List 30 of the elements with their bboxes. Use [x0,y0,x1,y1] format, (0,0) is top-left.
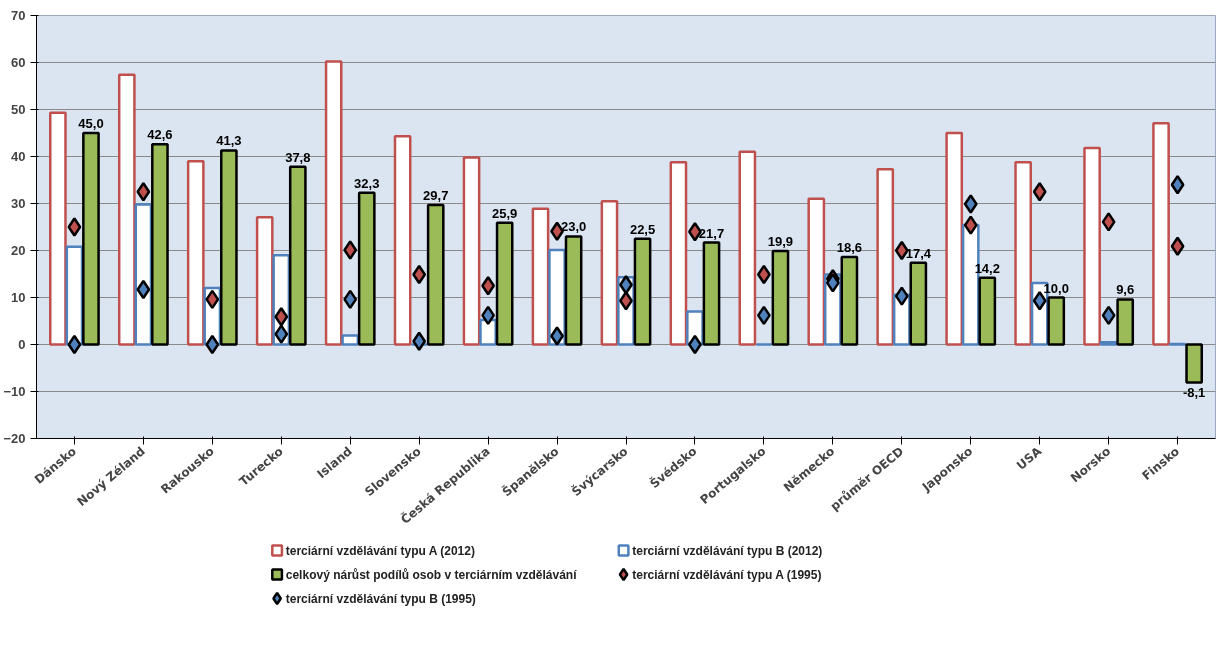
data-label: 9,6 [1116,282,1135,298]
data-label: 37,8 [285,149,311,165]
data-label: 32,3 [354,175,380,191]
y-tick-label: 50 [11,102,26,117]
data-label: 41,3 [216,133,242,149]
y-tick-label: 40 [11,149,26,164]
data-label: -8,1 [1182,384,1206,400]
y-tick-label: 60 [11,55,26,70]
data-label: 25,9 [492,205,518,221]
y-tick-label: 30 [11,196,26,211]
y-tick-label: 70 [11,8,26,23]
data-label: 21,7 [698,225,725,241]
legend-label: terciární vzdělávání typu A (1995) [632,567,822,582]
legend-label: terciární vzdělávání typu A (2012) [285,543,475,558]
data-label: 19,9 [767,233,794,249]
data-label: 23,0 [560,219,587,235]
y-tick-label: 20 [11,243,26,258]
y-tick-label: −10 [3,384,26,399]
data-label: 22,5 [629,221,656,237]
legend-label: celkový nárůst podílů osob v terciárním vzdělávání [285,567,578,582]
legend-label: terciární vzdělávání typu B (1995) [285,591,476,606]
data-label: 17,4 [905,245,932,261]
y-tick-label: −20 [3,431,26,446]
data-label: 42,6 [147,127,173,143]
data-label: 45,0 [78,116,104,131]
data-label: 29,7 [423,187,449,203]
data-label: 18,6 [836,240,863,256]
legend-label: terciární vzdělávání typu B (2012) [632,543,823,558]
y-tick-label: 0 [18,337,26,352]
y-tick-label: 10 [11,290,26,305]
